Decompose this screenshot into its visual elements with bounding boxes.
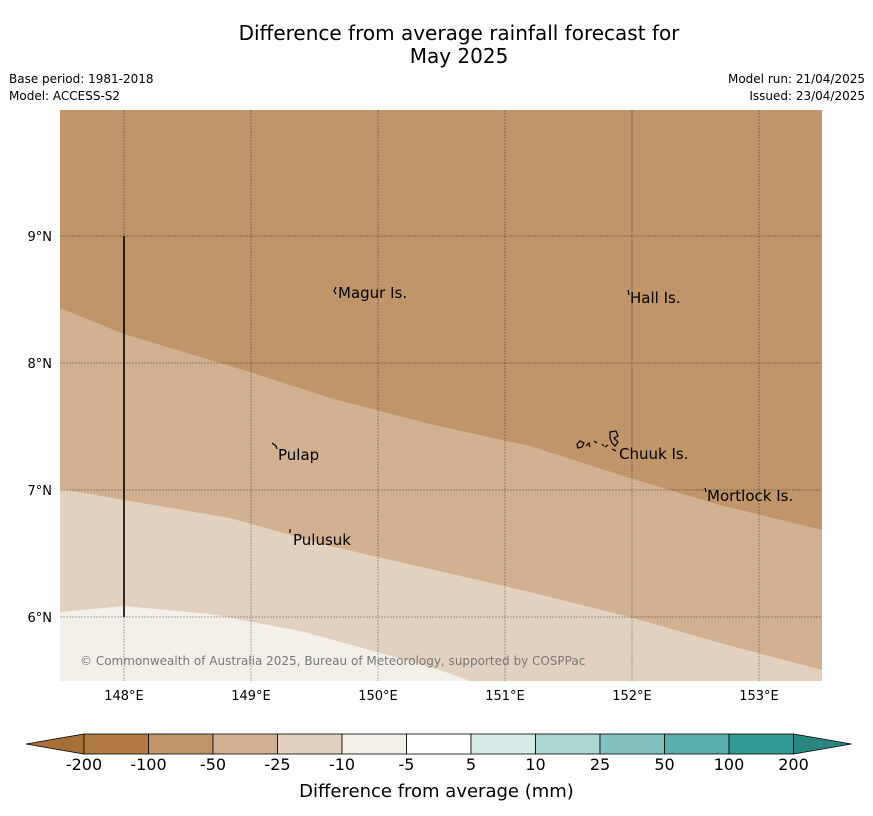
colorbar-tick-label: -100: [130, 755, 167, 774]
copyright-notice: © Commonwealth of Australia 2025, Bureau…: [80, 654, 585, 668]
island-outlines: [271, 286, 707, 533]
pulap-island-icon: [271, 442, 278, 450]
colorbar-extend-high: [793, 733, 852, 755]
colorbar-swatch: [341, 733, 407, 755]
lon-tick-150: 150°E: [358, 689, 398, 704]
colorbar-extend-low: [25, 733, 85, 755]
model-name: Model: ACCESS-S2: [9, 89, 121, 103]
colorbar-swatch: [406, 733, 472, 755]
place-label-mortlock: Mortlock Is.: [707, 487, 793, 505]
band-minus10-minus5: [60, 606, 470, 681]
colorbar-tick-label: 25: [589, 755, 611, 774]
colorbar: [25, 733, 852, 755]
meta-right: Model run: 21/04/2025 Issued: 23/04/2025: [728, 71, 865, 105]
meta-left: Base period: 1981-2018 Model: ACCESS-S2: [9, 71, 154, 105]
place-label-pulap: Pulap: [278, 446, 319, 464]
chuuk-lagoon-icon: [576, 430, 619, 452]
lon-tick-148: 148°E: [104, 689, 144, 704]
lat-tick-7n: 7°N: [28, 484, 53, 499]
colorbar-tick-label: -5: [398, 755, 415, 774]
place-label-magur: Magur Is.: [338, 284, 407, 302]
colorbar-swatch: [83, 733, 149, 755]
place-label-chuuk: Chuuk Is.: [619, 445, 688, 463]
colorbar-tick-label: 100: [713, 755, 745, 774]
colorbar-swatch: [212, 733, 278, 755]
base-period: Base period: 1981-2018: [9, 72, 154, 86]
issued-date: Issued: 23/04/2025: [749, 89, 865, 103]
colorbar-tick-label: 50: [654, 755, 675, 774]
colorbar-tick-label: 200: [778, 755, 809, 774]
lon-tick-labels: 148°E 149°E 150°E 151°E 152°E 153°E: [104, 689, 779, 704]
colorbar-swatch: [470, 733, 536, 755]
colorbar-swatch: [148, 733, 214, 755]
map-title: Difference from average rainfall forecas…: [0, 22, 873, 68]
colorbar-tick-label: -10: [328, 755, 356, 774]
colorbar-tick-label: -50: [199, 755, 227, 774]
colorbar-swatch: [535, 733, 601, 755]
mortlock-island-icon: [704, 487, 707, 493]
place-label-pulusuk: Pulusuk: [293, 531, 351, 549]
title-line-2: May 2025: [409, 44, 509, 68]
lat-tick-9n: 9°N: [28, 230, 53, 245]
magur-island-icon: [333, 286, 337, 295]
colorbar-swatch: [599, 733, 665, 755]
colorbar-title: Difference from average (mm): [299, 781, 574, 802]
colorbar-tick-label: 10: [525, 755, 546, 774]
lon-tick-153: 153°E: [739, 689, 779, 704]
colorbar-swatch: [728, 733, 794, 755]
colorbar-swatch: [277, 733, 343, 755]
lat-tick-6n: 6°N: [28, 611, 53, 626]
colorbar-swatch: [664, 733, 730, 755]
title-line-1: Difference from average rainfall forecas…: [238, 21, 680, 45]
colorbar-tick-label: 5: [465, 755, 477, 774]
colorbar-tick-label: -25: [264, 755, 291, 774]
model-run: Model run: 21/04/2025: [727, 72, 865, 86]
place-label-hall: Hall Is.: [630, 289, 681, 307]
colorbar-tick-label: -200: [65, 755, 103, 774]
lat-tick-8n: 8°N: [28, 357, 53, 372]
lon-tick-149: 149°E: [231, 689, 271, 704]
lon-tick-151: 151°E: [485, 689, 525, 704]
lon-tick-152: 152°E: [612, 689, 652, 704]
lat-tick-labels: 9°N 8°N 7°N 6°N: [28, 230, 53, 626]
hall-island-icon: [627, 289, 630, 296]
place-labels: Magur Is. Hall Is. Pulap Chuuk Is. Mortl…: [278, 284, 793, 549]
